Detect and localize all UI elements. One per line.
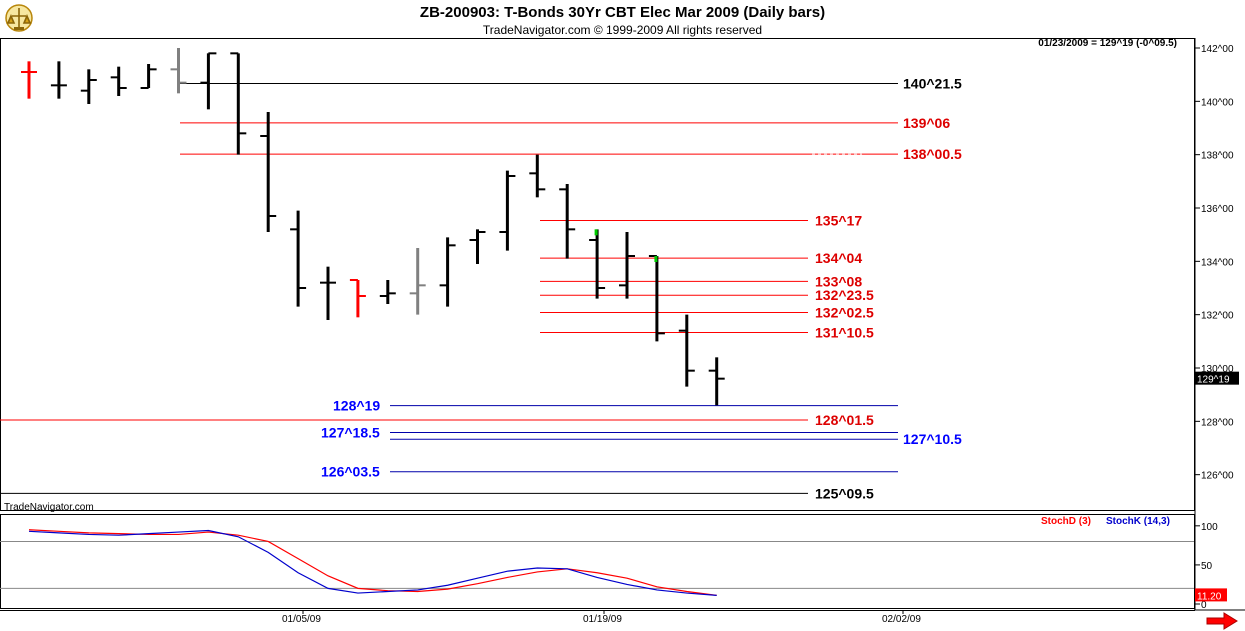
- tradenavigator-logo-icon[interactable]: [3, 3, 35, 33]
- chart-title: ZB-200903: T-Bonds 30Yr CBT Elec Mar 200…: [419, 4, 826, 21]
- date-tick-label: 01/05/09: [282, 614, 321, 625]
- last-price-marker: 129^19: [1195, 371, 1239, 386]
- stoch-tick-label: 100: [1201, 522, 1218, 533]
- stoch-last-label: 11.20: [1197, 591, 1222, 602]
- level-label: 132^02.5: [815, 305, 874, 321]
- last-price-label: 129^19: [1197, 375, 1230, 386]
- stoch-tick-label: 50: [1201, 561, 1213, 572]
- level-label: 135^17: [815, 213, 862, 229]
- price-levels: 140^21.5 139^06 138^00.5 135^17 134^04 133^08…: [0, 75, 962, 501]
- level-label: 139^06: [903, 115, 950, 131]
- stoch-series-line: [28, 529, 717, 596]
- level-label: 128^19: [333, 398, 380, 414]
- price-tick-label: 126^00: [1201, 471, 1234, 482]
- level-label: 126^03.5: [321, 464, 380, 480]
- stoch-tick-label: 0: [1201, 600, 1207, 611]
- stoch-last-box: [1195, 588, 1227, 602]
- watermark-text: TradeNavigator.com: [4, 502, 94, 513]
- stoch-series-line: [28, 529, 717, 596]
- price-tick-label: 132^00: [1201, 311, 1234, 322]
- price-axis: 142^00 140^00 138^00 136^00 134^00 132^00 130^…: [1195, 44, 1234, 482]
- price-tick-label: 136^00: [1201, 204, 1234, 215]
- price-bars: [21, 48, 725, 406]
- level-label: 127^10.5: [903, 431, 962, 447]
- date-tick-label: 01/19/09: [583, 614, 622, 625]
- chart-frame: [0, 38, 1245, 611]
- level-label: 138^00.5: [903, 146, 962, 162]
- price-tick-label: 128^00: [1201, 417, 1234, 428]
- legend-stochd: StochD (3): [1041, 516, 1091, 527]
- level-label: 127^18.5: [321, 425, 380, 441]
- legend-stochk: StochK (14,3): [1106, 516, 1170, 527]
- level-label: 131^10.5: [815, 325, 874, 341]
- level-label: 140^21.5: [903, 75, 962, 91]
- copyright-text: TradeNavigator.com © 1999-2009 All right…: [482, 23, 763, 37]
- level-label: 133^08: [815, 273, 862, 289]
- stochastic-grid: [0, 540, 1194, 589]
- last-price-readout: 01/23/2009 = 129^19 (-0^09.5): [1038, 38, 1177, 49]
- level-label: 125^09.5: [815, 485, 874, 501]
- next-arrow-icon[interactable]: [1206, 612, 1238, 630]
- level-label: 128^01.5: [815, 412, 874, 428]
- level-label: 134^04: [815, 250, 862, 266]
- price-tick-label: 138^00: [1201, 151, 1234, 162]
- price-tick-label: 130^00: [1201, 364, 1234, 375]
- price-tick-label: 142^00: [1201, 44, 1234, 55]
- price-tick-label: 140^00: [1201, 97, 1234, 108]
- date-tick-label: 02/02/09: [882, 614, 921, 625]
- level-label: 132^23.5: [815, 287, 874, 303]
- stochastic-axis: 100 50 0: [1195, 522, 1218, 611]
- last-price-box: [1195, 371, 1239, 385]
- stochastic-lines: 11.20: [28, 529, 1227, 602]
- price-tick-label: 134^00: [1201, 257, 1234, 268]
- date-axis: 01/05/09 01/19/09 02/02/09: [282, 610, 921, 625]
